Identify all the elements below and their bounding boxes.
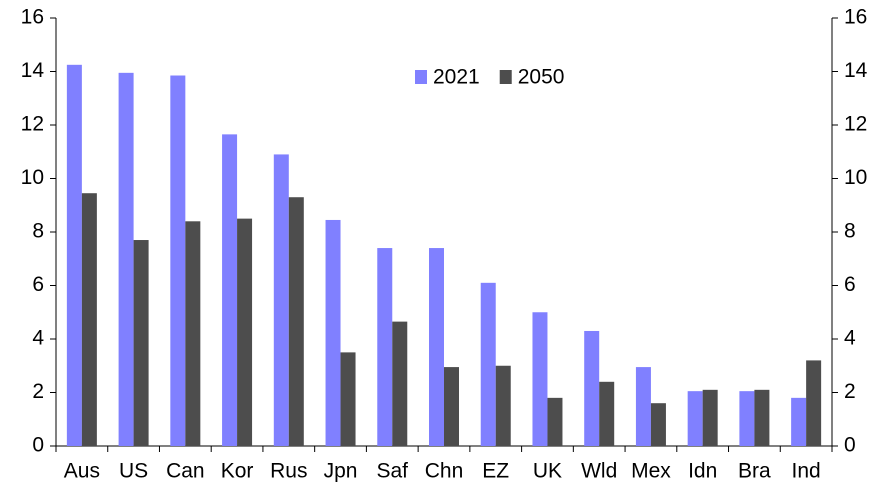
- x-tick-label: Can: [166, 460, 205, 483]
- bar: [185, 221, 201, 446]
- y2-tick-label: 14: [844, 59, 868, 82]
- bar: [392, 321, 408, 446]
- bar: [495, 365, 511, 446]
- x-tick-label: Ind: [792, 460, 821, 483]
- legend-swatch: [415, 70, 427, 84]
- y-tick-label: 6: [32, 273, 44, 296]
- bar: [547, 397, 563, 446]
- x-tick-label: Chn: [425, 460, 464, 483]
- bar: [81, 193, 97, 446]
- bar: [635, 367, 651, 446]
- legend-swatch: [499, 70, 512, 84]
- bar: [599, 381, 615, 446]
- x-tick-label: US: [119, 460, 148, 483]
- bar: [444, 367, 459, 446]
- bar: [273, 154, 289, 447]
- y2-tick-label: 6: [844, 273, 856, 296]
- bar: [237, 218, 253, 446]
- x-tick-label: Saf: [377, 460, 409, 483]
- x-tick-label: UK: [533, 460, 562, 483]
- bar: [791, 397, 807, 446]
- bar: [702, 389, 718, 446]
- bar: [739, 391, 755, 446]
- bar: [429, 248, 444, 446]
- bar: [340, 352, 356, 446]
- y2-tick-label: 0: [844, 434, 856, 457]
- y2-tick-label: 4: [844, 327, 856, 350]
- y2-tick-label: 12: [844, 113, 867, 136]
- x-tick-label: Jpn: [324, 460, 358, 483]
- y2-tick-label: 10: [844, 166, 867, 189]
- x-tick-label: Aus: [64, 460, 100, 483]
- bar: [584, 330, 600, 446]
- y2-tick-label: 2: [844, 380, 856, 403]
- bar: [288, 197, 304, 446]
- x-tick-label: Rus: [270, 460, 307, 483]
- bar: [480, 282, 496, 446]
- bar: [650, 403, 666, 446]
- bar: [66, 64, 82, 446]
- y2-tick-label: 8: [844, 220, 856, 243]
- bar: [687, 391, 703, 446]
- legend-label: 2050: [518, 66, 565, 89]
- x-tick-label: Bra: [738, 460, 771, 483]
- bar: [222, 134, 238, 447]
- bar: [118, 72, 134, 447]
- x-tick-label: EZ: [482, 460, 509, 483]
- y-tick-label: 4: [32, 327, 44, 350]
- y-tick-label: 16: [21, 6, 44, 29]
- y2-tick-label: 16: [844, 6, 867, 29]
- y-tick-label: 8: [32, 220, 44, 243]
- x-tick-label: Mex: [631, 460, 671, 483]
- y-tick-label: 2: [32, 380, 44, 403]
- legend-label: 2021: [433, 66, 480, 89]
- x-tick-label: Wld: [581, 460, 617, 483]
- bar: [133, 240, 149, 446]
- y-tick-label: 10: [21, 166, 44, 189]
- y-tick-label: 12: [21, 113, 44, 136]
- bar: [532, 312, 548, 446]
- x-tick-label: Kor: [221, 460, 254, 483]
- bar: [806, 360, 822, 446]
- y-tick-label: 0: [32, 434, 44, 457]
- bar: [754, 389, 770, 446]
- bar: [170, 75, 186, 446]
- bar: [377, 248, 393, 446]
- bar: [325, 219, 341, 446]
- x-tick-label: Idn: [688, 460, 717, 483]
- y-tick-label: 14: [21, 59, 45, 82]
